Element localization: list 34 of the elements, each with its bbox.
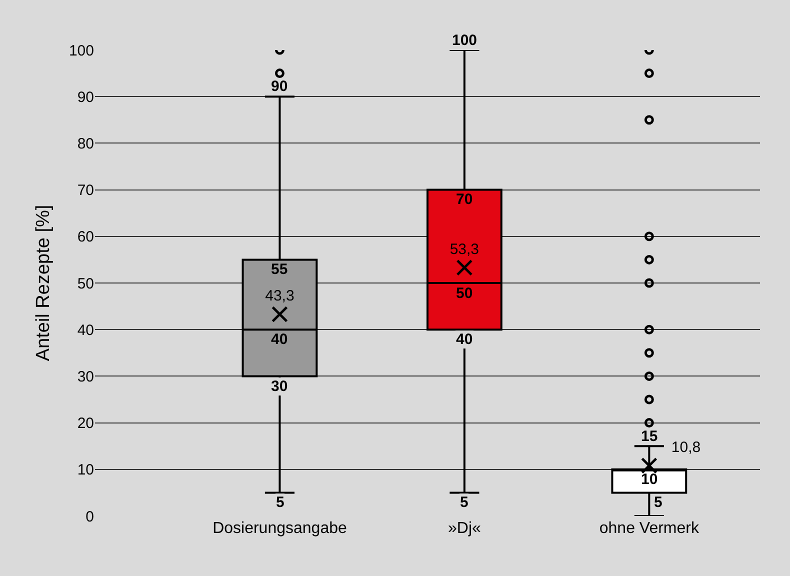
annotation: 5	[276, 494, 284, 511]
y-tick-label: 80	[77, 135, 94, 152]
y-axis-title: Anteil Rezepte [%]	[32, 204, 54, 362]
x-tick-label: Dosierungsangabe	[212, 520, 347, 537]
annotation: 5	[460, 494, 468, 511]
annotation: 100	[452, 32, 478, 49]
y-tick-label: 50	[77, 275, 94, 292]
annotation: 90	[271, 78, 288, 95]
annotation: 55	[271, 261, 288, 278]
annotation: 10	[641, 471, 658, 488]
annotation: 15	[641, 428, 658, 445]
data-label: 43,3	[265, 288, 294, 305]
annotation: 50	[456, 285, 473, 302]
annotation: 30	[271, 378, 288, 395]
y-tick-label: 90	[77, 88, 94, 106]
y-tick-label: 40	[77, 322, 94, 339]
point	[640, 457, 658, 474]
x-tick-label: »Dj«	[448, 520, 481, 537]
y-tick-label: 70	[77, 182, 94, 200]
annotation: 5	[654, 494, 662, 511]
y-tick-label: 20	[77, 415, 94, 432]
y-tick-label: 60	[77, 228, 94, 246]
y-tick-label: 30	[77, 368, 94, 386]
x-tick-label: ohne Vermerk	[599, 520, 700, 537]
data-label: 10,8	[658, 439, 701, 456]
annotation: 40	[271, 331, 288, 348]
y-tick-label: 10	[77, 462, 94, 479]
y-tick-label: 100	[68, 42, 94, 60]
annotation: 40	[456, 331, 473, 348]
annotation: 70	[456, 191, 473, 208]
y-tick-label: 0	[86, 508, 94, 526]
point	[456, 259, 473, 276]
data-label: 53,3	[450, 241, 480, 258]
point	[271, 306, 288, 322]
